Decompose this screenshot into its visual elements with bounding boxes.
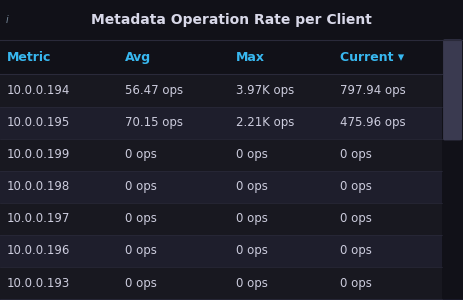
Text: Metadata Operation Rate per Client: Metadata Operation Rate per Client (91, 13, 372, 27)
Text: 0 ops: 0 ops (340, 212, 372, 225)
Text: 0 ops: 0 ops (340, 180, 372, 193)
Text: 0 ops: 0 ops (236, 277, 268, 290)
Text: Metric: Metric (7, 51, 51, 64)
Text: 10.0.0.198: 10.0.0.198 (7, 180, 70, 193)
FancyBboxPatch shape (0, 171, 442, 203)
Text: 10.0.0.193: 10.0.0.193 (7, 277, 70, 290)
Text: 70.15 ops: 70.15 ops (125, 116, 183, 129)
Text: i: i (6, 15, 8, 25)
FancyBboxPatch shape (442, 40, 463, 299)
Text: 0 ops: 0 ops (125, 180, 157, 193)
Text: 0 ops: 0 ops (125, 212, 157, 225)
FancyBboxPatch shape (0, 139, 442, 171)
Text: 0 ops: 0 ops (125, 277, 157, 290)
FancyBboxPatch shape (0, 235, 442, 267)
Text: 0 ops: 0 ops (340, 148, 372, 161)
FancyBboxPatch shape (443, 39, 462, 140)
FancyBboxPatch shape (0, 106, 442, 139)
Text: 0 ops: 0 ops (236, 244, 268, 257)
Text: 0 ops: 0 ops (236, 148, 268, 161)
FancyBboxPatch shape (0, 203, 442, 235)
Text: 2.21K ops: 2.21K ops (236, 116, 294, 129)
Text: 475.96 ops: 475.96 ops (340, 116, 406, 129)
FancyBboxPatch shape (0, 0, 463, 40)
Text: 10.0.0.196: 10.0.0.196 (7, 244, 70, 257)
Text: 0 ops: 0 ops (125, 148, 157, 161)
Text: 3.97K ops: 3.97K ops (236, 84, 294, 97)
Text: 10.0.0.195: 10.0.0.195 (7, 116, 70, 129)
FancyBboxPatch shape (0, 267, 442, 299)
Text: 10.0.0.199: 10.0.0.199 (7, 148, 70, 161)
Text: Max: Max (236, 51, 265, 64)
FancyBboxPatch shape (0, 74, 442, 106)
Text: 0 ops: 0 ops (340, 244, 372, 257)
Text: 10.0.0.197: 10.0.0.197 (7, 212, 70, 225)
Text: 10.0.0.194: 10.0.0.194 (7, 84, 70, 97)
Text: 0 ops: 0 ops (236, 180, 268, 193)
Text: 797.94 ops: 797.94 ops (340, 84, 406, 97)
Text: Current ▾: Current ▾ (340, 51, 404, 64)
Text: 56.47 ops: 56.47 ops (125, 84, 183, 97)
Text: 0 ops: 0 ops (125, 244, 157, 257)
Text: Avg: Avg (125, 51, 151, 64)
FancyBboxPatch shape (0, 40, 442, 74)
Text: 0 ops: 0 ops (236, 212, 268, 225)
Text: 0 ops: 0 ops (340, 277, 372, 290)
